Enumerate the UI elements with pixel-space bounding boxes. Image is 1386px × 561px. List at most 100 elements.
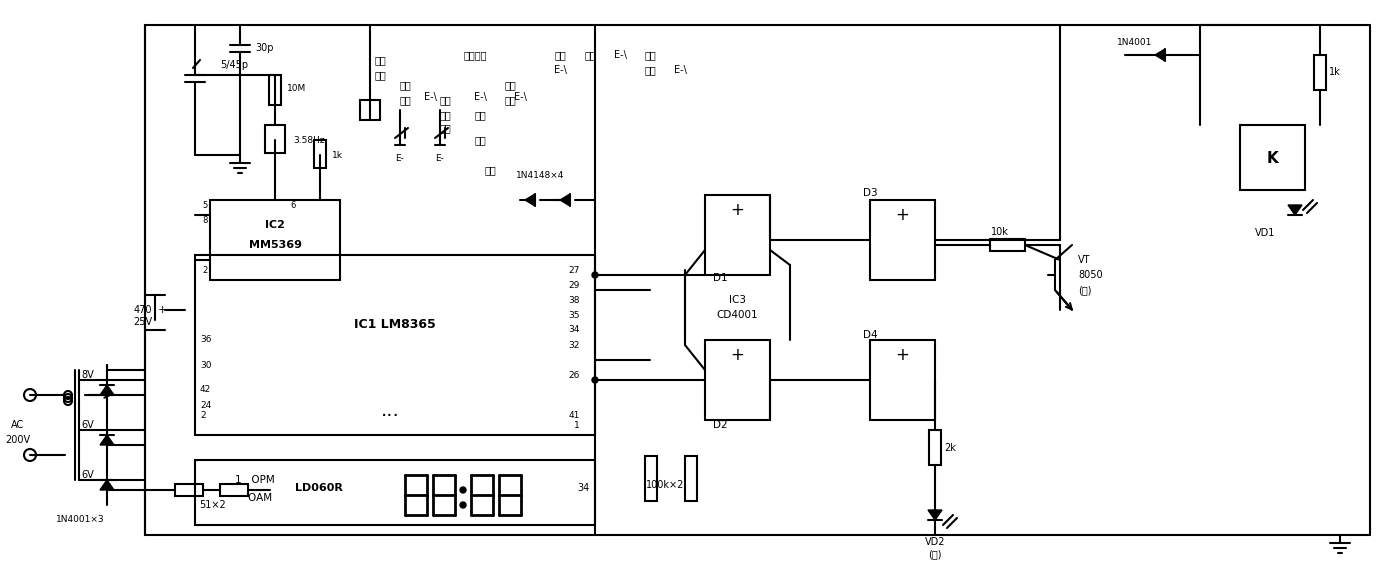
Text: 30: 30 — [200, 361, 212, 370]
Text: E-\: E-\ — [514, 92, 527, 102]
Text: E-\: E-\ — [424, 92, 437, 102]
Text: 2: 2 — [202, 265, 208, 274]
Text: IC1 LM8365: IC1 LM8365 — [355, 319, 435, 332]
Bar — [269, 75, 281, 105]
Text: 定关: 定关 — [439, 110, 450, 120]
Text: 定时: 定时 — [376, 55, 387, 65]
Text: 29: 29 — [568, 280, 579, 289]
Text: K: K — [1267, 150, 1278, 165]
Text: 显示: 显示 — [505, 95, 516, 105]
Bar — [195, 255, 595, 435]
Circle shape — [460, 487, 466, 493]
Text: 8V: 8V — [82, 370, 94, 380]
Text: 6V: 6V — [82, 420, 94, 430]
Bar — [175, 484, 202, 496]
Text: IC2: IC2 — [265, 220, 286, 230]
Text: 38: 38 — [568, 296, 579, 305]
Text: 1N4148×4: 1N4148×4 — [516, 171, 564, 180]
Text: 取消: 取消 — [376, 70, 387, 80]
Text: 24: 24 — [200, 401, 211, 410]
Text: 10k: 10k — [991, 227, 1009, 237]
Text: +: + — [895, 346, 909, 364]
Text: 26: 26 — [568, 370, 579, 379]
Text: MM5369: MM5369 — [248, 240, 302, 250]
Text: 校时: 校时 — [474, 110, 486, 120]
Text: 1k: 1k — [333, 150, 342, 159]
Bar — [705, 195, 771, 275]
Polygon shape — [100, 385, 114, 395]
Polygon shape — [100, 480, 114, 490]
Text: 8050: 8050 — [1078, 270, 1103, 280]
Text: 定开: 定开 — [554, 50, 565, 60]
Text: 32: 32 — [568, 341, 579, 350]
Bar — [1314, 55, 1326, 90]
Text: 51×2: 51×2 — [200, 500, 226, 510]
Text: 定开: 定开 — [505, 80, 516, 90]
Polygon shape — [560, 194, 570, 206]
Text: 5: 5 — [202, 200, 208, 209]
Text: 2: 2 — [200, 411, 205, 420]
Text: 25V: 25V — [133, 317, 152, 327]
Text: 470: 470 — [133, 305, 152, 315]
Bar — [195, 460, 595, 525]
Bar — [360, 100, 380, 120]
Bar — [685, 456, 697, 501]
Bar — [211, 200, 340, 280]
Bar — [220, 484, 248, 496]
Text: VD2: VD2 — [924, 537, 945, 547]
Text: 34: 34 — [578, 483, 590, 493]
Text: 42: 42 — [200, 385, 211, 394]
Text: 2k: 2k — [944, 443, 956, 453]
Bar — [315, 140, 326, 168]
Bar — [990, 239, 1026, 251]
Text: 6: 6 — [290, 200, 295, 209]
Text: CD4001: CD4001 — [717, 310, 758, 320]
Text: IC3: IC3 — [729, 295, 746, 305]
Circle shape — [460, 502, 466, 508]
Text: 41: 41 — [568, 411, 579, 420]
Text: +: + — [730, 346, 744, 364]
Bar — [870, 340, 936, 420]
Text: D4: D4 — [862, 330, 877, 340]
Text: 35: 35 — [568, 310, 579, 320]
Text: 慢校: 慢校 — [484, 165, 496, 175]
Text: ...: ... — [381, 401, 399, 420]
Text: +: + — [895, 206, 909, 224]
Circle shape — [592, 272, 597, 278]
Bar — [265, 125, 286, 153]
Text: 快校: 快校 — [474, 135, 486, 145]
Bar — [1240, 125, 1306, 190]
Text: 10M: 10M — [287, 84, 306, 93]
Text: 1   OPM: 1 OPM — [236, 475, 274, 485]
Bar — [929, 430, 941, 465]
Circle shape — [592, 377, 597, 383]
Text: 1N4001: 1N4001 — [1117, 38, 1153, 47]
Text: E-\: E-\ — [674, 65, 686, 75]
Text: 36: 36 — [200, 335, 212, 344]
Text: (红): (红) — [929, 549, 941, 559]
Text: D1: D1 — [712, 273, 728, 283]
Text: 显示: 显示 — [439, 123, 450, 133]
Text: AC: AC — [11, 420, 25, 430]
Text: E-: E- — [435, 154, 445, 163]
Text: D2: D2 — [712, 420, 728, 430]
Text: 34: 34 — [568, 325, 579, 334]
Text: 1k: 1k — [1329, 67, 1340, 77]
Bar — [870, 200, 936, 280]
Text: (绿): (绿) — [1078, 285, 1092, 295]
Text: 200V: 200V — [6, 435, 30, 445]
Text: VD1: VD1 — [1254, 228, 1275, 238]
Text: 定关: 定关 — [399, 80, 410, 90]
Text: 5/45p: 5/45p — [220, 60, 248, 70]
Text: D3: D3 — [862, 188, 877, 198]
Polygon shape — [1288, 205, 1301, 215]
Text: LD060R: LD060R — [295, 483, 342, 493]
Text: 显示: 显示 — [399, 95, 410, 105]
Text: E-\: E-\ — [553, 65, 567, 75]
Text: 定时取消: 定时取消 — [463, 50, 486, 60]
Text: 100k×2: 100k×2 — [646, 480, 685, 490]
Text: +: + — [158, 305, 168, 315]
Text: 8: 8 — [202, 215, 208, 224]
Text: E-\: E-\ — [474, 92, 486, 102]
Text: 手开: 手开 — [644, 65, 656, 75]
